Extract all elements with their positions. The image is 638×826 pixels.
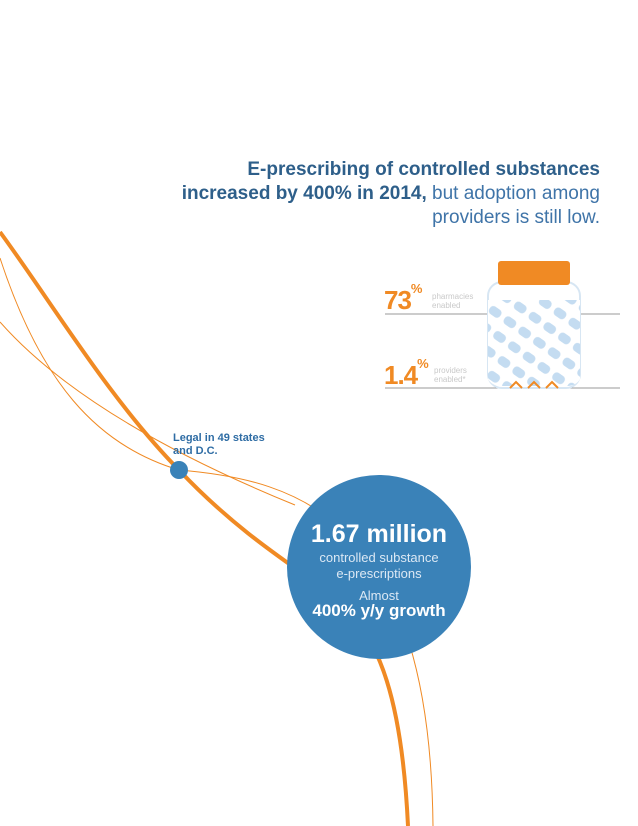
pharmacies-stat: 73%: [384, 281, 422, 316]
pill-jar-icon: [487, 261, 581, 389]
thin-curve-upper: [0, 321, 296, 506]
circle-line2: e-prescriptions: [336, 566, 422, 581]
headline: E-prescribing of controlled substances i…: [170, 158, 600, 230]
pharmacies-label-line1: pharmacies: [432, 292, 474, 301]
providers-stat: 1.4%: [384, 356, 429, 391]
pharmacies-label-line2: enabled: [432, 301, 461, 310]
providers-label-line2: enabled*: [434, 375, 466, 384]
big-stat-circle: [287, 475, 471, 659]
pharmacies-label: pharmacies enabled: [432, 292, 473, 310]
providers-value: 1.4: [384, 360, 418, 390]
headline-bold: E-prescribing of controlled substances i…: [181, 159, 600, 204]
circle-line1: controlled substance: [319, 550, 439, 565]
thick-orange-curve: [0, 230, 410, 826]
jar-lid: [498, 261, 570, 285]
providers-label-line1: providers: [434, 366, 467, 375]
providers-percent: %: [417, 356, 429, 372]
legal-note-line2: and D.C.: [173, 445, 218, 457]
legal-dot: [170, 461, 188, 479]
circle-almost: Almost: [359, 588, 399, 603]
pharmacies-percent: %: [410, 281, 423, 297]
headline-light: but adoption among providers is still lo…: [432, 183, 600, 228]
pharmacies-value: 73: [384, 285, 412, 315]
legal-note: Legal in 49 states and D.C.: [173, 432, 265, 458]
circle-growth: 400% y/y growth: [312, 601, 446, 620]
thin-curve-mid: [0, 257, 180, 471]
providers-label: providers enabled*: [434, 366, 467, 384]
circle-big-number: 1.67 million: [310, 520, 448, 548]
legal-note-line1: Legal in 49 states: [173, 432, 265, 444]
